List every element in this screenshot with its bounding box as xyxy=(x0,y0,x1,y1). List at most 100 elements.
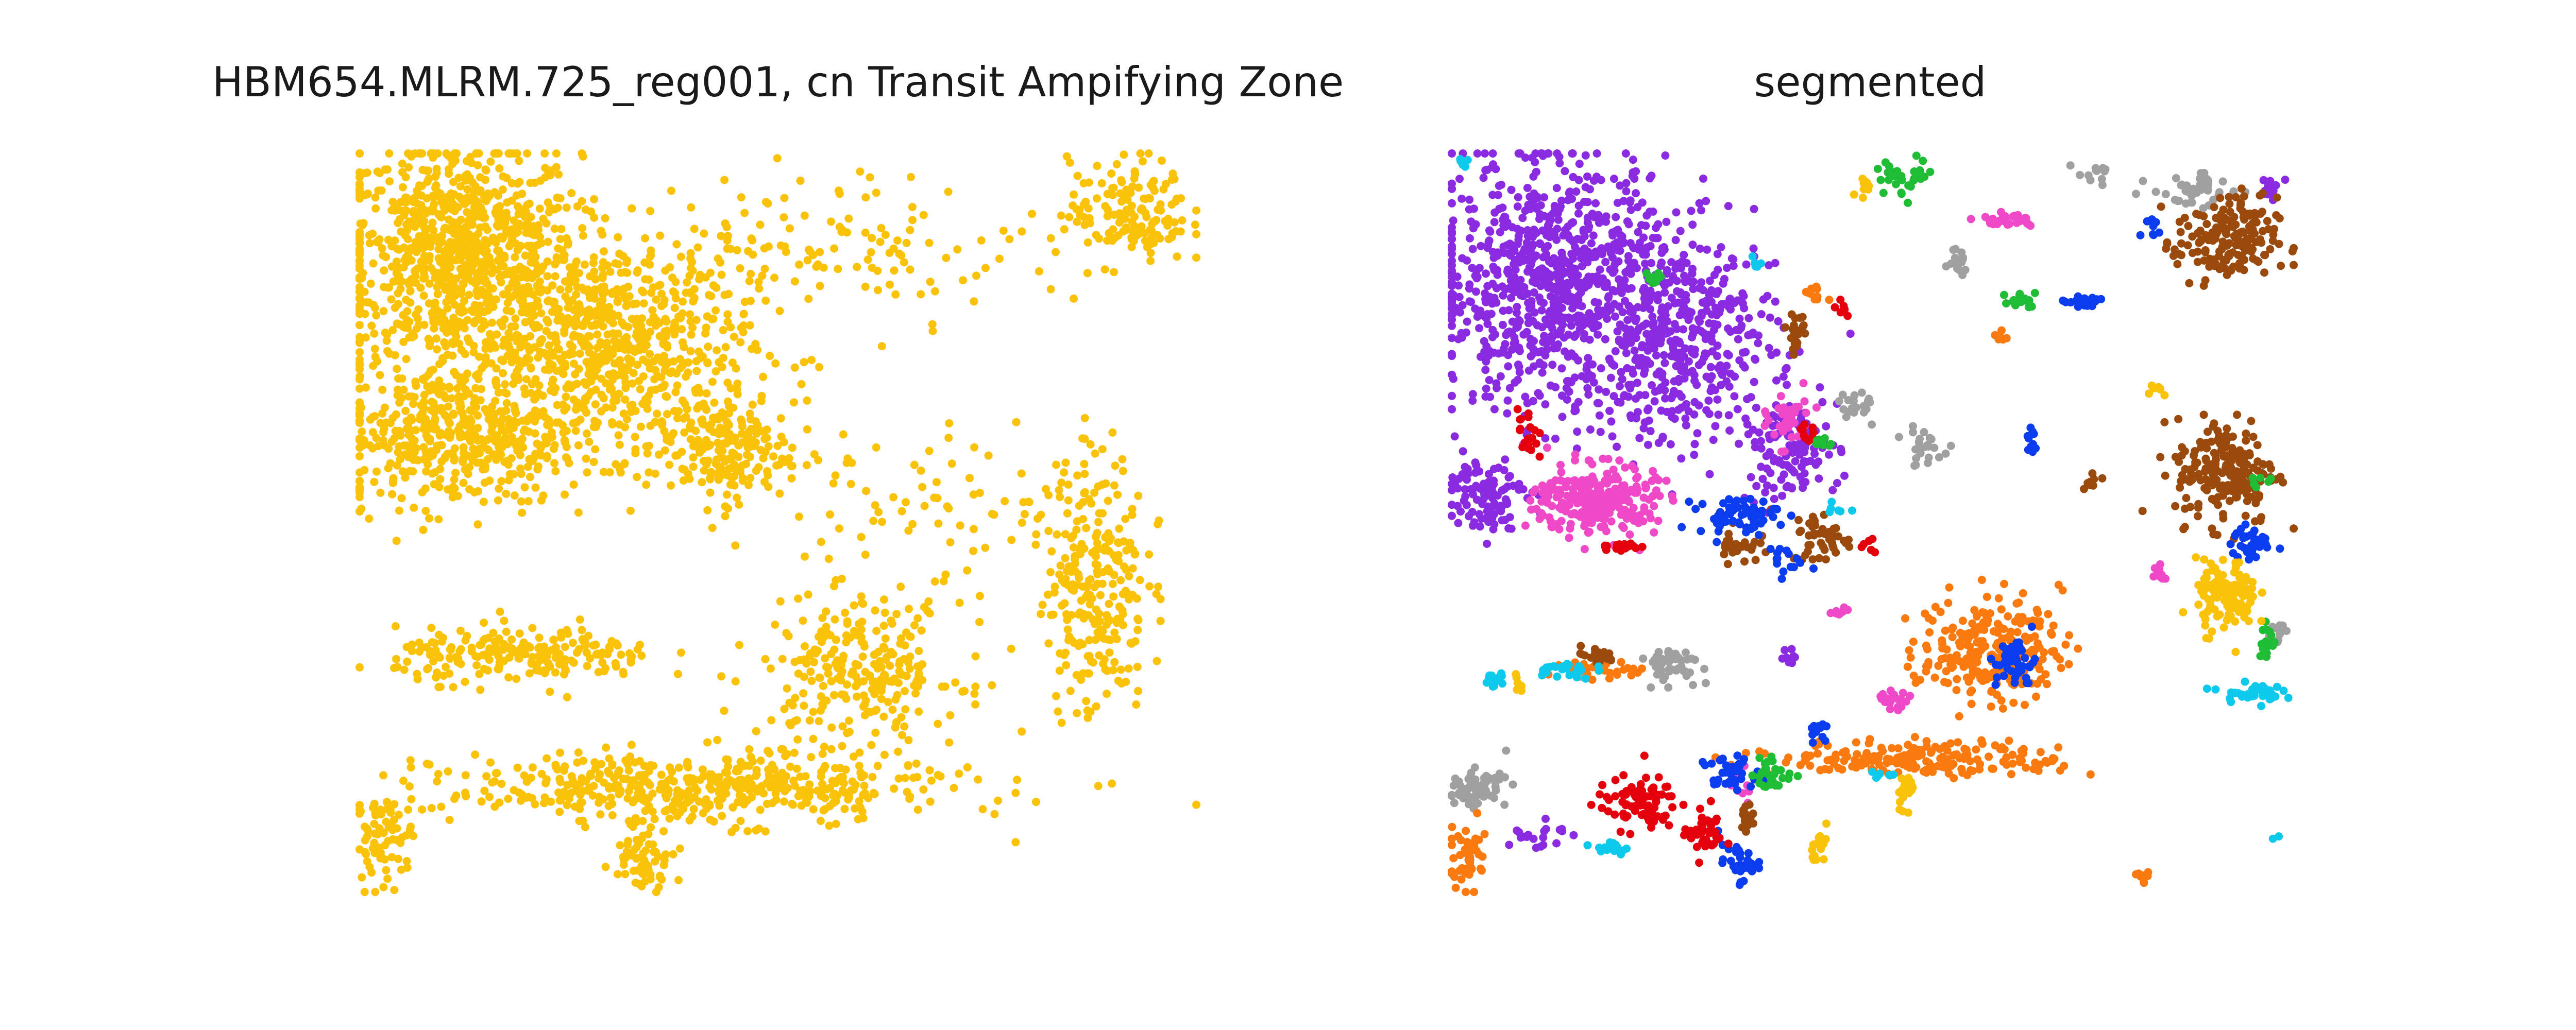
scatter-point xyxy=(674,670,682,678)
scatter-point xyxy=(590,213,599,222)
scatter-point xyxy=(884,698,892,707)
scatter-point xyxy=(392,655,400,663)
scatter-point xyxy=(1095,545,1103,553)
scatter-point xyxy=(402,417,411,425)
scatter-point xyxy=(392,410,400,419)
scatter-point xyxy=(436,475,445,484)
scatter-point xyxy=(1529,172,1538,181)
scatter-point xyxy=(778,768,787,777)
scatter-point xyxy=(1501,455,1510,464)
scatter-point xyxy=(518,508,527,517)
scatter-point xyxy=(1538,368,1547,377)
scatter-point xyxy=(574,748,583,757)
scatter-point xyxy=(659,352,668,360)
scatter-point xyxy=(1512,323,1521,332)
scatter-point xyxy=(1584,354,1592,363)
scatter-point xyxy=(545,208,553,217)
scatter-point xyxy=(1086,708,1095,716)
scatter-point xyxy=(1578,262,1586,270)
scatter-point xyxy=(824,670,833,678)
scatter-point xyxy=(395,245,403,254)
scatter-point xyxy=(775,306,784,315)
scatter-point xyxy=(1475,264,1484,272)
scatter-point xyxy=(1644,440,1652,449)
scatter-point xyxy=(536,288,545,297)
scatter-point xyxy=(385,177,394,186)
scatter-point xyxy=(1192,206,1200,215)
scatter-point xyxy=(745,762,754,770)
scatter-point xyxy=(879,622,888,630)
scatter-point xyxy=(679,297,687,306)
scatter-point xyxy=(1080,460,1089,468)
scatter-point xyxy=(841,765,850,774)
scatter-point xyxy=(478,262,486,271)
scatter-point xyxy=(717,782,725,791)
scatter-point xyxy=(1117,197,1126,206)
scatter-point xyxy=(1031,540,1040,549)
scatter-point xyxy=(686,249,695,258)
scatter-point xyxy=(1084,669,1093,678)
scatter-point xyxy=(370,849,379,857)
scatter-point xyxy=(1629,156,1637,164)
scatter-point xyxy=(715,358,723,367)
scatter-point xyxy=(410,393,419,402)
scatter-point xyxy=(541,164,550,173)
scatter-point xyxy=(1586,425,1595,434)
scatter-point xyxy=(1671,236,1680,245)
scatter-point xyxy=(745,745,754,753)
scatter-point xyxy=(826,631,835,640)
scatter-point xyxy=(510,470,518,478)
scatter-point xyxy=(1043,590,1052,599)
scatter-point xyxy=(1128,505,1137,513)
scatter-point xyxy=(506,149,515,158)
scatter-point xyxy=(360,888,369,896)
scatter-point xyxy=(475,670,484,678)
scatter-point xyxy=(659,300,668,308)
scatter-point xyxy=(690,294,699,302)
scatter-point xyxy=(744,247,752,255)
scatter-point xyxy=(473,238,481,247)
scatter-point xyxy=(807,356,816,364)
scatter-point xyxy=(569,658,578,667)
scatter-point xyxy=(1613,327,1622,336)
scatter-point xyxy=(636,422,645,431)
scatter-point xyxy=(1555,159,1564,167)
scatter-point xyxy=(517,470,526,478)
scatter-point xyxy=(568,318,577,327)
scatter-point xyxy=(1079,669,1088,678)
scatter-point xyxy=(1462,328,1470,337)
scatter-point xyxy=(434,770,443,778)
scatter-point xyxy=(429,399,438,407)
scatter-point xyxy=(1635,434,1644,442)
scatter-point xyxy=(1153,657,1161,665)
scatter-point xyxy=(737,323,745,332)
scatter-point xyxy=(569,419,578,427)
scatter-point xyxy=(568,342,577,351)
scatter-point xyxy=(717,672,726,681)
scatter-point xyxy=(660,446,669,455)
scatter-point xyxy=(544,198,552,207)
scatter-point xyxy=(496,233,505,242)
scatter-point xyxy=(831,471,840,480)
scatter-point xyxy=(540,793,549,802)
scatter-point xyxy=(1558,413,1567,421)
scatter-point xyxy=(1178,216,1187,225)
scatter-point xyxy=(591,445,600,454)
scatter-point xyxy=(663,432,671,440)
scatter-point xyxy=(403,235,412,244)
scatter-point xyxy=(596,300,604,309)
scatter-point xyxy=(447,189,455,198)
scatter-point xyxy=(459,478,468,487)
scatter-point xyxy=(894,747,903,756)
scatter-point xyxy=(848,458,856,467)
scatter-point xyxy=(860,781,869,790)
scatter-point xyxy=(721,343,730,351)
scatter-point xyxy=(821,654,829,663)
scatter-point xyxy=(539,262,548,271)
scatter-point xyxy=(555,775,564,783)
scatter-point xyxy=(1067,611,1076,620)
scatter-point xyxy=(645,276,653,284)
scatter-point xyxy=(472,661,481,670)
scatter-point xyxy=(473,520,482,529)
scatter-point xyxy=(844,214,853,223)
